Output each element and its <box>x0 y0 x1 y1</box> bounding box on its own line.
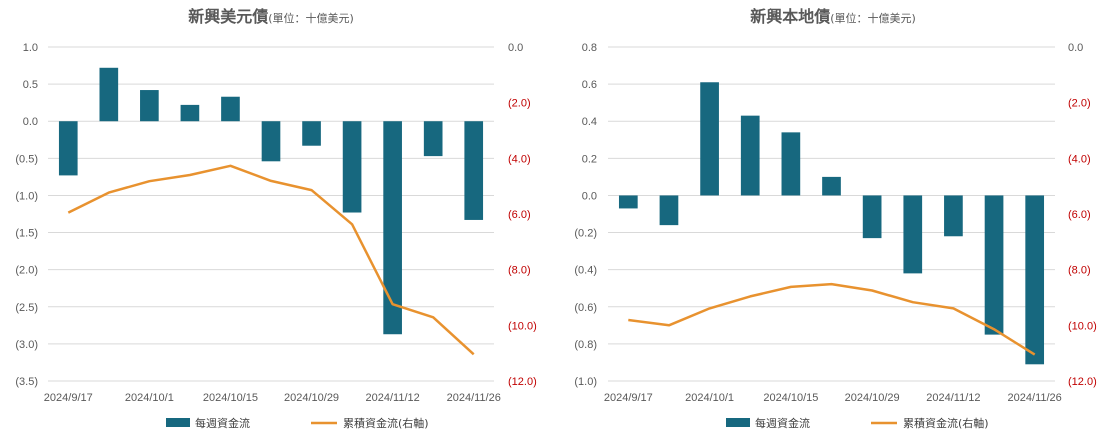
bar <box>302 121 321 146</box>
x-axis-tick-label: 2024/10/1 <box>125 392 174 404</box>
left-axis-tick-label: (3.0) <box>15 339 38 351</box>
left-axis-tick-label: 0.5 <box>23 79 38 91</box>
bar <box>261 121 281 162</box>
bar <box>423 121 443 157</box>
legend: 每週資金流 累積資金流(右軸) <box>166 416 429 430</box>
bar <box>822 176 841 196</box>
chart-title-unit: (單位：十億美元) <box>830 11 916 25</box>
chart-2: 新興本地債(單位：十億美元) 0.8 0.6 0.4 0.2 0.0 (0.2) (0.4) (… <box>574 7 1096 430</box>
bar <box>99 67 119 122</box>
right-axis-tick-label: (6.0) <box>1068 209 1091 221</box>
left-axis-tick-label: 0.4 <box>582 116 597 128</box>
bar <box>984 195 1004 335</box>
bar <box>180 104 200 122</box>
x-axis-tick-label: 2024/10/29 <box>284 392 339 404</box>
chart-title: 新興本地債(單位：十億美元) <box>750 7 916 26</box>
bar <box>781 132 801 196</box>
bar <box>903 195 923 274</box>
left-axis-tick-label: (2.5) <box>15 302 38 314</box>
x-axis-tick-label: 2024/10/29 <box>845 392 900 404</box>
x-axis-tick-label: 2024/11/26 <box>447 392 501 404</box>
bar <box>659 195 679 226</box>
right-axis-tick-label: (6.0) <box>508 209 531 221</box>
left-axis-tick-label: 0.2 <box>582 153 597 165</box>
left-axis-tick-label: 0.6 <box>582 79 597 91</box>
left-axis-tick-label: (1.0) <box>574 376 597 388</box>
right-axis-tick-label: 0.0 <box>508 42 523 54</box>
left-axis-tick-label: (3.5) <box>15 376 38 388</box>
right-axis-tick-label: (10.0) <box>508 320 537 332</box>
bar <box>700 82 719 196</box>
left-axis-tick-label: 0.8 <box>582 42 597 54</box>
cumulative-line <box>67 164 475 356</box>
right-axis-tick-label: 0.0 <box>1068 42 1083 54</box>
chart-1: 新興美元債(單位：十億美元) 1.0 0.5 0.0 (0.5) (1.0) (1.5) (2… <box>15 7 536 430</box>
bar <box>862 195 882 239</box>
right-axis-tick-label: (2.0) <box>508 98 531 110</box>
x-axis-tick-label: 2024/11/26 <box>1008 392 1062 404</box>
chart-title: 新興美元債(單位：十億美元) <box>188 7 354 26</box>
x-axis-tick-label: 2024/9/17 <box>604 392 653 404</box>
left-axis-tick-label: 0.0 <box>582 190 597 202</box>
left-axis-tick-label: 1.0 <box>23 42 38 54</box>
bar <box>464 121 484 220</box>
left-axis-tick-label: (0.8) <box>574 339 597 351</box>
bar <box>383 121 402 335</box>
bar <box>618 195 638 209</box>
left-axis-tick-label: (2.0) <box>15 265 38 277</box>
left-axis-tick-label: (1.0) <box>15 190 38 202</box>
bar <box>740 115 760 196</box>
bar <box>221 96 240 122</box>
right-axis-tick-label: (4.0) <box>508 153 531 165</box>
left-axis-tick-label: (0.2) <box>574 228 597 240</box>
x-axis-tick-label: 2024/10/1 <box>685 392 734 404</box>
chart-title-unit: (單位：十億美元) <box>268 11 354 25</box>
legend-bar-label: 每週資金流 <box>195 416 250 430</box>
x-axis-tick-label: 2024/11/12 <box>926 392 980 404</box>
x-axis-tick-label: 2024/11/12 <box>366 392 420 404</box>
x-axis-tick-label: 2024/10/15 <box>763 392 818 404</box>
legend-line-label: 累積資金流(右軸) <box>903 416 989 430</box>
x-axis-tick-label: 2024/10/15 <box>203 392 258 404</box>
right-axis-tick-label: (10.0) <box>1068 320 1097 332</box>
cumulative-line <box>628 282 1036 356</box>
bar <box>1025 195 1045 365</box>
bar <box>944 195 963 237</box>
left-axis-tick-label: (0.5) <box>15 153 38 165</box>
right-axis-tick-label: (8.0) <box>508 265 531 277</box>
left-axis-tick-label: (0.6) <box>574 302 597 314</box>
right-axis-tick-label: (8.0) <box>1068 265 1091 277</box>
right-axis-tick-label: (4.0) <box>1068 153 1091 165</box>
legend-bar-label: 每週資金流 <box>755 416 810 430</box>
bar <box>342 121 362 213</box>
left-axis-tick-label: (0.4) <box>574 265 597 277</box>
legend-line-label: 累積資金流(右軸) <box>343 416 429 430</box>
x-axis-tick-label: 2024/9/17 <box>44 392 93 404</box>
left-axis-tick-label: 0.0 <box>23 116 38 128</box>
chart-title-main: 新興美元債 <box>188 7 268 26</box>
legend-bar-swatch <box>726 418 750 427</box>
bar <box>58 121 78 176</box>
bar <box>140 90 159 122</box>
left-axis-tick-label: (1.5) <box>15 228 38 240</box>
chart-title-main: 新興本地債 <box>750 7 830 26</box>
right-axis-tick-label: (12.0) <box>508 376 537 388</box>
right-axis-tick-label: (2.0) <box>1068 98 1091 110</box>
legend: 每週資金流 累積資金流(右軸) <box>726 416 989 430</box>
right-axis-tick-label: (12.0) <box>1068 376 1097 388</box>
legend-bar-swatch <box>166 418 190 427</box>
